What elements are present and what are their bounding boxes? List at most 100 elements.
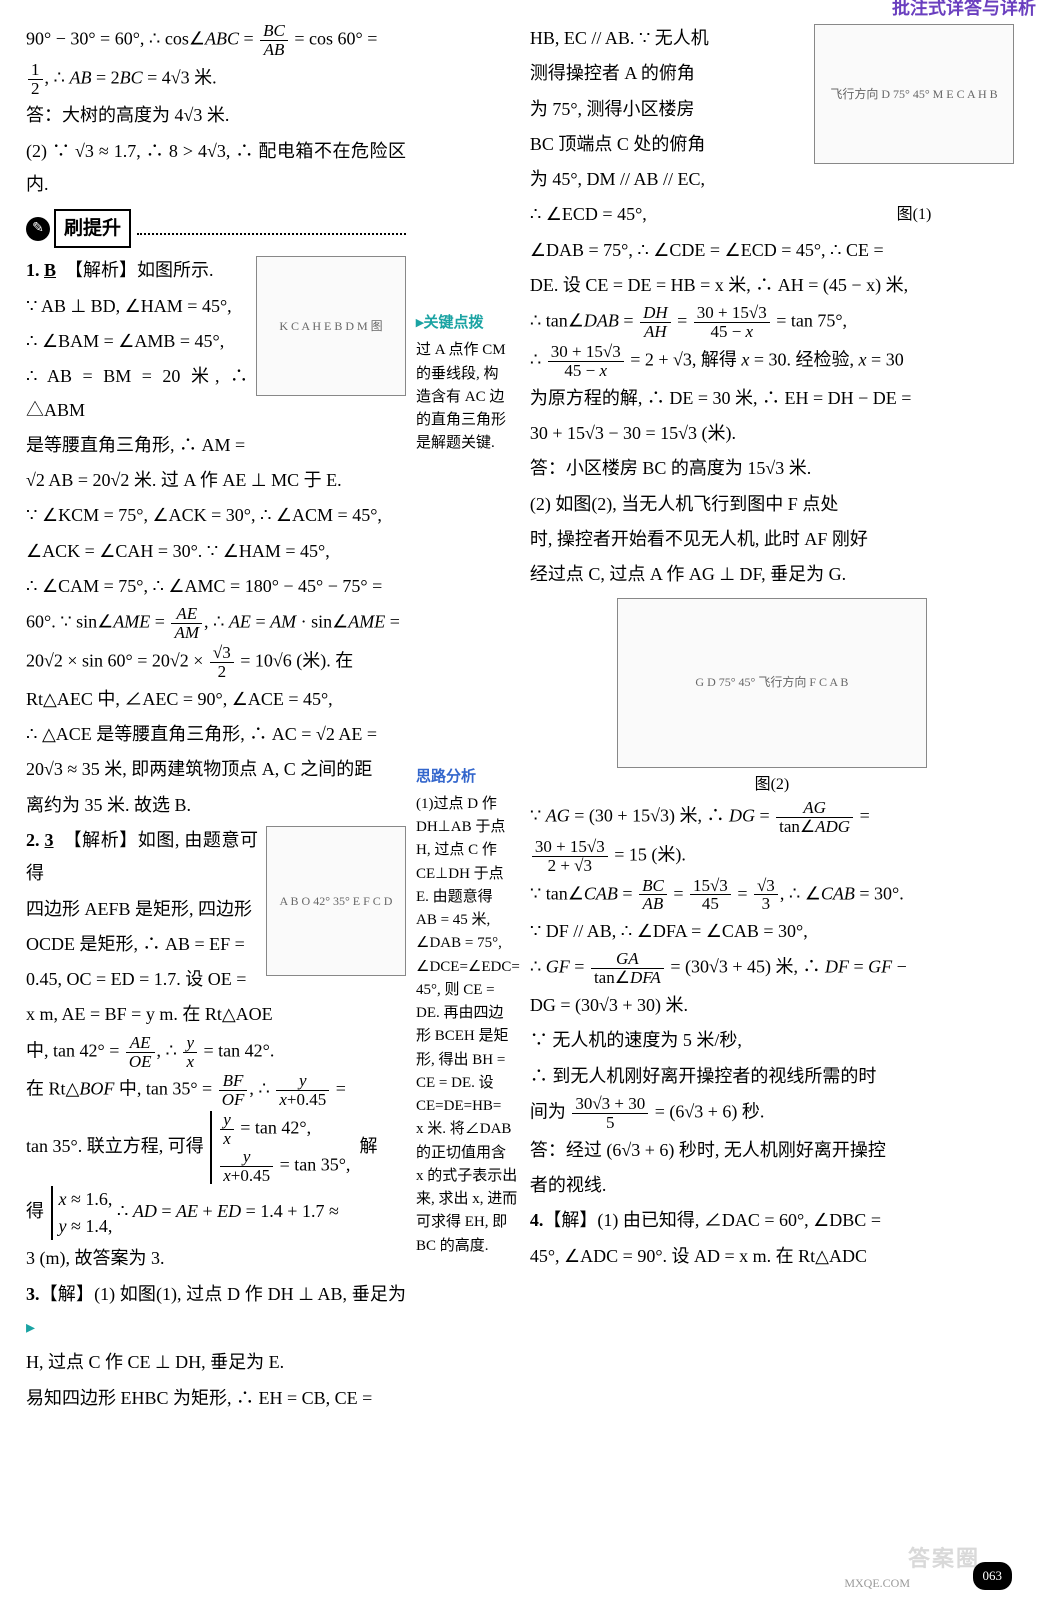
q2-l4: x m, AE = BF = y m. 在 Rt△AOE <box>26 998 406 1031</box>
r-a7: DE. 设 CE = DE = HB = x 米, ∴ AH = (45 − x… <box>530 269 1014 302</box>
q1-l10: 20√2 × sin 60° = 20√2 × √32 = 10√6 (米). … <box>26 644 406 681</box>
q4-head: 4.【解】(1) 由已知得, ∠DAC = 60°, ∠DBC = <box>530 1204 1014 1237</box>
r-b0: ∵ AG = (30 + 15√3) 米, ∴ DG = AGtan∠ADG = <box>530 799 1014 836</box>
r-a13: (2) 如图(2), 当无人机飞行到图中 F 点处 <box>530 488 1014 521</box>
q1-l12: ∴ △ACE 是等腰直角三角形, ∴ AC = √2 AE = <box>26 718 406 751</box>
q1-tag: 【解析】 <box>65 260 137 280</box>
q4-l0: (1) 由已知得, ∠DAC = 60°, ∠DBC = <box>597 1210 881 1230</box>
q3-l1: H, 过点 C 作 CE ⊥ DH, 垂足为 E. <box>26 1346 406 1379</box>
source-url: MXQE.COM <box>844 1572 910 1594</box>
q2-figure: A B O 42° 35° E F C D <box>266 826 406 976</box>
mb2-1: DH⊥AB 于点 <box>416 816 520 839</box>
q1-l8: ∴ ∠CAM = 75°, ∴ ∠AMC = 180° − 45° − 75° … <box>26 570 406 603</box>
q2-l0: 如图, 由题意可得 <box>26 830 258 883</box>
mb2-15: 的正切值用含 <box>416 1142 520 1165</box>
r-b8: 间为 30√3 + 305 = (6√3 + 6) 秒. <box>530 1095 1014 1132</box>
q4-tag: 【解】 <box>543 1210 597 1230</box>
q4: 4.【解】(1) 由已知得, ∠DAC = 60°, ∠DBC = 45°, ∠… <box>530 1204 1014 1273</box>
r-a12: 答：小区楼房 BC 的高度为 15√3 米. <box>530 452 1014 485</box>
mb2-2: H, 过点 C 作 <box>416 839 520 862</box>
mb1-3: 的直角三角形 <box>416 409 520 432</box>
pre-line-0: 90° − 30° = 60°, ∴ cos∠ABC = BCAB = cos … <box>26 22 406 59</box>
q3-number: 3. <box>26 1284 40 1304</box>
mb2-5: AB = 45 米, <box>416 909 520 932</box>
r-b1: 30 + 15√32 + √3 = 15 (米). <box>530 838 1014 875</box>
r-a8: ∴ tan∠DAB = DHAH = 30 + 15√345 − x = tan… <box>530 304 1014 341</box>
left-column: 90° − 30° = 60°, ∴ cos∠ABC = BCAB = cos … <box>26 22 406 1578</box>
q2-l9: 3 (m), 故答案为 3. <box>26 1242 406 1275</box>
q1-l5: √2 AB = 20√2 米. 过 A 作 AE ⊥ MC 于 E. <box>26 464 406 497</box>
pre-line-2: 答：大树的高度为 4√3 米. <box>26 99 406 132</box>
r-a4: 为 45°, DM // AB // EC, <box>530 163 1014 196</box>
section-header: ✎ 刷提升 <box>26 209 406 248</box>
r-a14: 时, 操控者开始看不见无人机, 此时 AF 刚好 <box>530 523 1014 556</box>
mb2-19: BC 的高度. <box>416 1235 520 1258</box>
mb2-10: 形 BCEH 是矩 <box>416 1025 520 1048</box>
mb1-4: 是解题关键. <box>416 432 520 455</box>
mb2-0: (1)过点 D 作 <box>416 793 520 816</box>
r-b9: 答：经过 (6√3 + 6) 秒时, 无人机刚好离开操控 <box>530 1134 1014 1167</box>
q2-tag: 【解析】 <box>64 830 138 850</box>
r-b5: DG = (30√3 + 30) 米. <box>530 989 1014 1022</box>
mb2-17: 来, 求出 x, 进而 <box>416 1188 520 1211</box>
mb2-14: x 米. 将∠DAB <box>416 1118 520 1141</box>
q1-answer: B <box>44 260 56 280</box>
r-b6: ∵ 无人机的速度为 5 米/秒, <box>530 1024 1014 1057</box>
mb2-13: CE=DE=HB= <box>416 1095 520 1118</box>
q3-tag: 【解】 <box>40 1284 95 1304</box>
r-a6: ∠DAB = 75°, ∴ ∠CDE = ∠ECD = 45°, ∴ CE = <box>530 234 1014 267</box>
r-b10: 者的视线. <box>530 1169 1014 1202</box>
mb2-6: ∠DAB = 75°, <box>416 932 520 955</box>
pre-line-1: 12, ∴ AB = 2BC = 4√3 米. <box>26 61 406 98</box>
q3: 3.【解】(1) 如图(1), 过点 D 作 DH ⊥ AB, 垂足为▸ H, … <box>26 1278 406 1415</box>
right-column: 飞行方向 D 75° 45° M E C A H B HB, EC // AB.… <box>530 22 1014 1578</box>
q1-l6: ∵ ∠KCM = 75°, ∠ACK = 30°, ∴ ∠ACM = 45°, <box>26 499 406 532</box>
r-a15: 经过点 C, 过点 A 作 AG ⊥ DF, 垂足为 G. <box>530 558 1014 591</box>
section-dots <box>137 223 406 235</box>
think-label: 思路分析 <box>416 766 520 789</box>
r-a10: 为原方程的解, ∴ DE = 30 米, ∴ EH = DH − DE = <box>530 382 1014 415</box>
q2-l7: tan 35°. 联立方程, 可得 yx = tan 42°, yx+0.45 … <box>26 1111 406 1184</box>
q1-l9: 60°. ∵ sin∠AME = AEAM, ∴ AE = AM · sin∠A… <box>26 605 406 642</box>
keypoint-label: ▸关键点拨 <box>416 312 520 335</box>
q1-l7: ∠ACK = ∠CAH = 30°. ∵ ∠HAM = 45°, <box>26 535 406 568</box>
q2-answer: 3 <box>45 830 54 850</box>
q3-l0: (1) 如图(1), 过点 D 作 DH ⊥ AB, 垂足为 <box>94 1284 406 1304</box>
mb2-18: 可求得 EH, 即 <box>416 1211 520 1234</box>
fig2: G D 75° 45° 飞行方向 F C A B <box>617 598 927 768</box>
q1-l13: 20√3 ≈ 35 米, 即两建筑物顶点 A, C 之间的距 <box>26 753 406 786</box>
r-b7: ∴ 到无人机刚好离开操控者的视线所需的时 <box>530 1060 1014 1093</box>
q1-figure: K C A H E B D M 图 <box>256 256 406 396</box>
q3-l2: 易知四边形 EHBC 为矩形, ∴ EH = CB, CE = <box>26 1382 406 1415</box>
r-b3: ∵ DF // AB, ∴ ∠DFA = ∠CAB = 30°, <box>530 915 1014 948</box>
mb1-2: 造含有 AC 边 <box>416 386 520 409</box>
q1-number: 1. <box>26 260 40 280</box>
mb1-0: 过 A 点作 CM <box>416 339 520 362</box>
mb2-12: CE = DE. 设 <box>416 1072 520 1095</box>
q1-l11: Rt△AEC 中, ∠AEC = 90°, ∠ACE = 45°, <box>26 683 406 716</box>
r-a9: ∴ 30 + 15√345 − x = 2 + √3, 解得 x = 30. 经… <box>530 343 1014 380</box>
q4-number: 4. <box>530 1210 544 1230</box>
fig1-caption: 图(1) <box>814 200 1014 230</box>
q1-l4: 是等腰直角三角形, ∴ AM = <box>26 429 406 462</box>
r-b2: ∵ tan∠CAB = BCAB = 15√345 = √33, ∴ ∠CAB … <box>530 877 1014 914</box>
mb1-1: 的垂线段, 构 <box>416 363 520 386</box>
q1: K C A H E B D M 图 1. B 【解析】如图所示. ∵ AB ⊥ … <box>26 254 406 822</box>
pre-line-3: (2) ∵ √3 ≈ 1.7, ∴ 8 > 4√3, ∴ 配电箱不在危险区内. <box>26 135 406 202</box>
mb2-9: DE. 再由四边 <box>416 1002 520 1025</box>
section-icon: ✎ <box>26 217 50 241</box>
section-label: 刷提升 <box>54 209 131 248</box>
mb2-16: x 的式子表示出 <box>416 1165 520 1188</box>
q2-l5: 中, tan 42° = AEOE, ∴ yx = tan 42°. <box>26 1034 406 1071</box>
q2-number: 2. <box>26 830 40 850</box>
mid-block-1: 过 A 点作 CM 的垂线段, 构 造含有 AC 边 的直角三角形 是解题关键. <box>416 339 520 455</box>
q2-l8: 得 x ≈ 1.6, y ≈ 1.4, ∴ AD = AE + ED = 1.4… <box>26 1186 406 1240</box>
mb2-4: E. 由题意得 <box>416 886 520 909</box>
mid-block-2: (1)过点 D 作 DH⊥AB 于点 H, 过点 C 作 CE⊥DH 于点 E.… <box>416 793 520 1258</box>
q3-head: 3.【解】(1) 如图(1), 过点 D 作 DH ⊥ AB, 垂足为▸ <box>26 1278 406 1345</box>
mb2-11: 形, 得出 BH = <box>416 1049 520 1072</box>
page-number-badge: 063 <box>973 1562 1013 1590</box>
q1-l0: 如图所示. <box>137 260 214 280</box>
mid-column: ▸关键点拨 过 A 点作 CM 的垂线段, 构 造含有 AC 边 的直角三角形 … <box>416 22 520 1578</box>
q1-l14: 离约为 35 米. 故选 B. <box>26 789 406 822</box>
